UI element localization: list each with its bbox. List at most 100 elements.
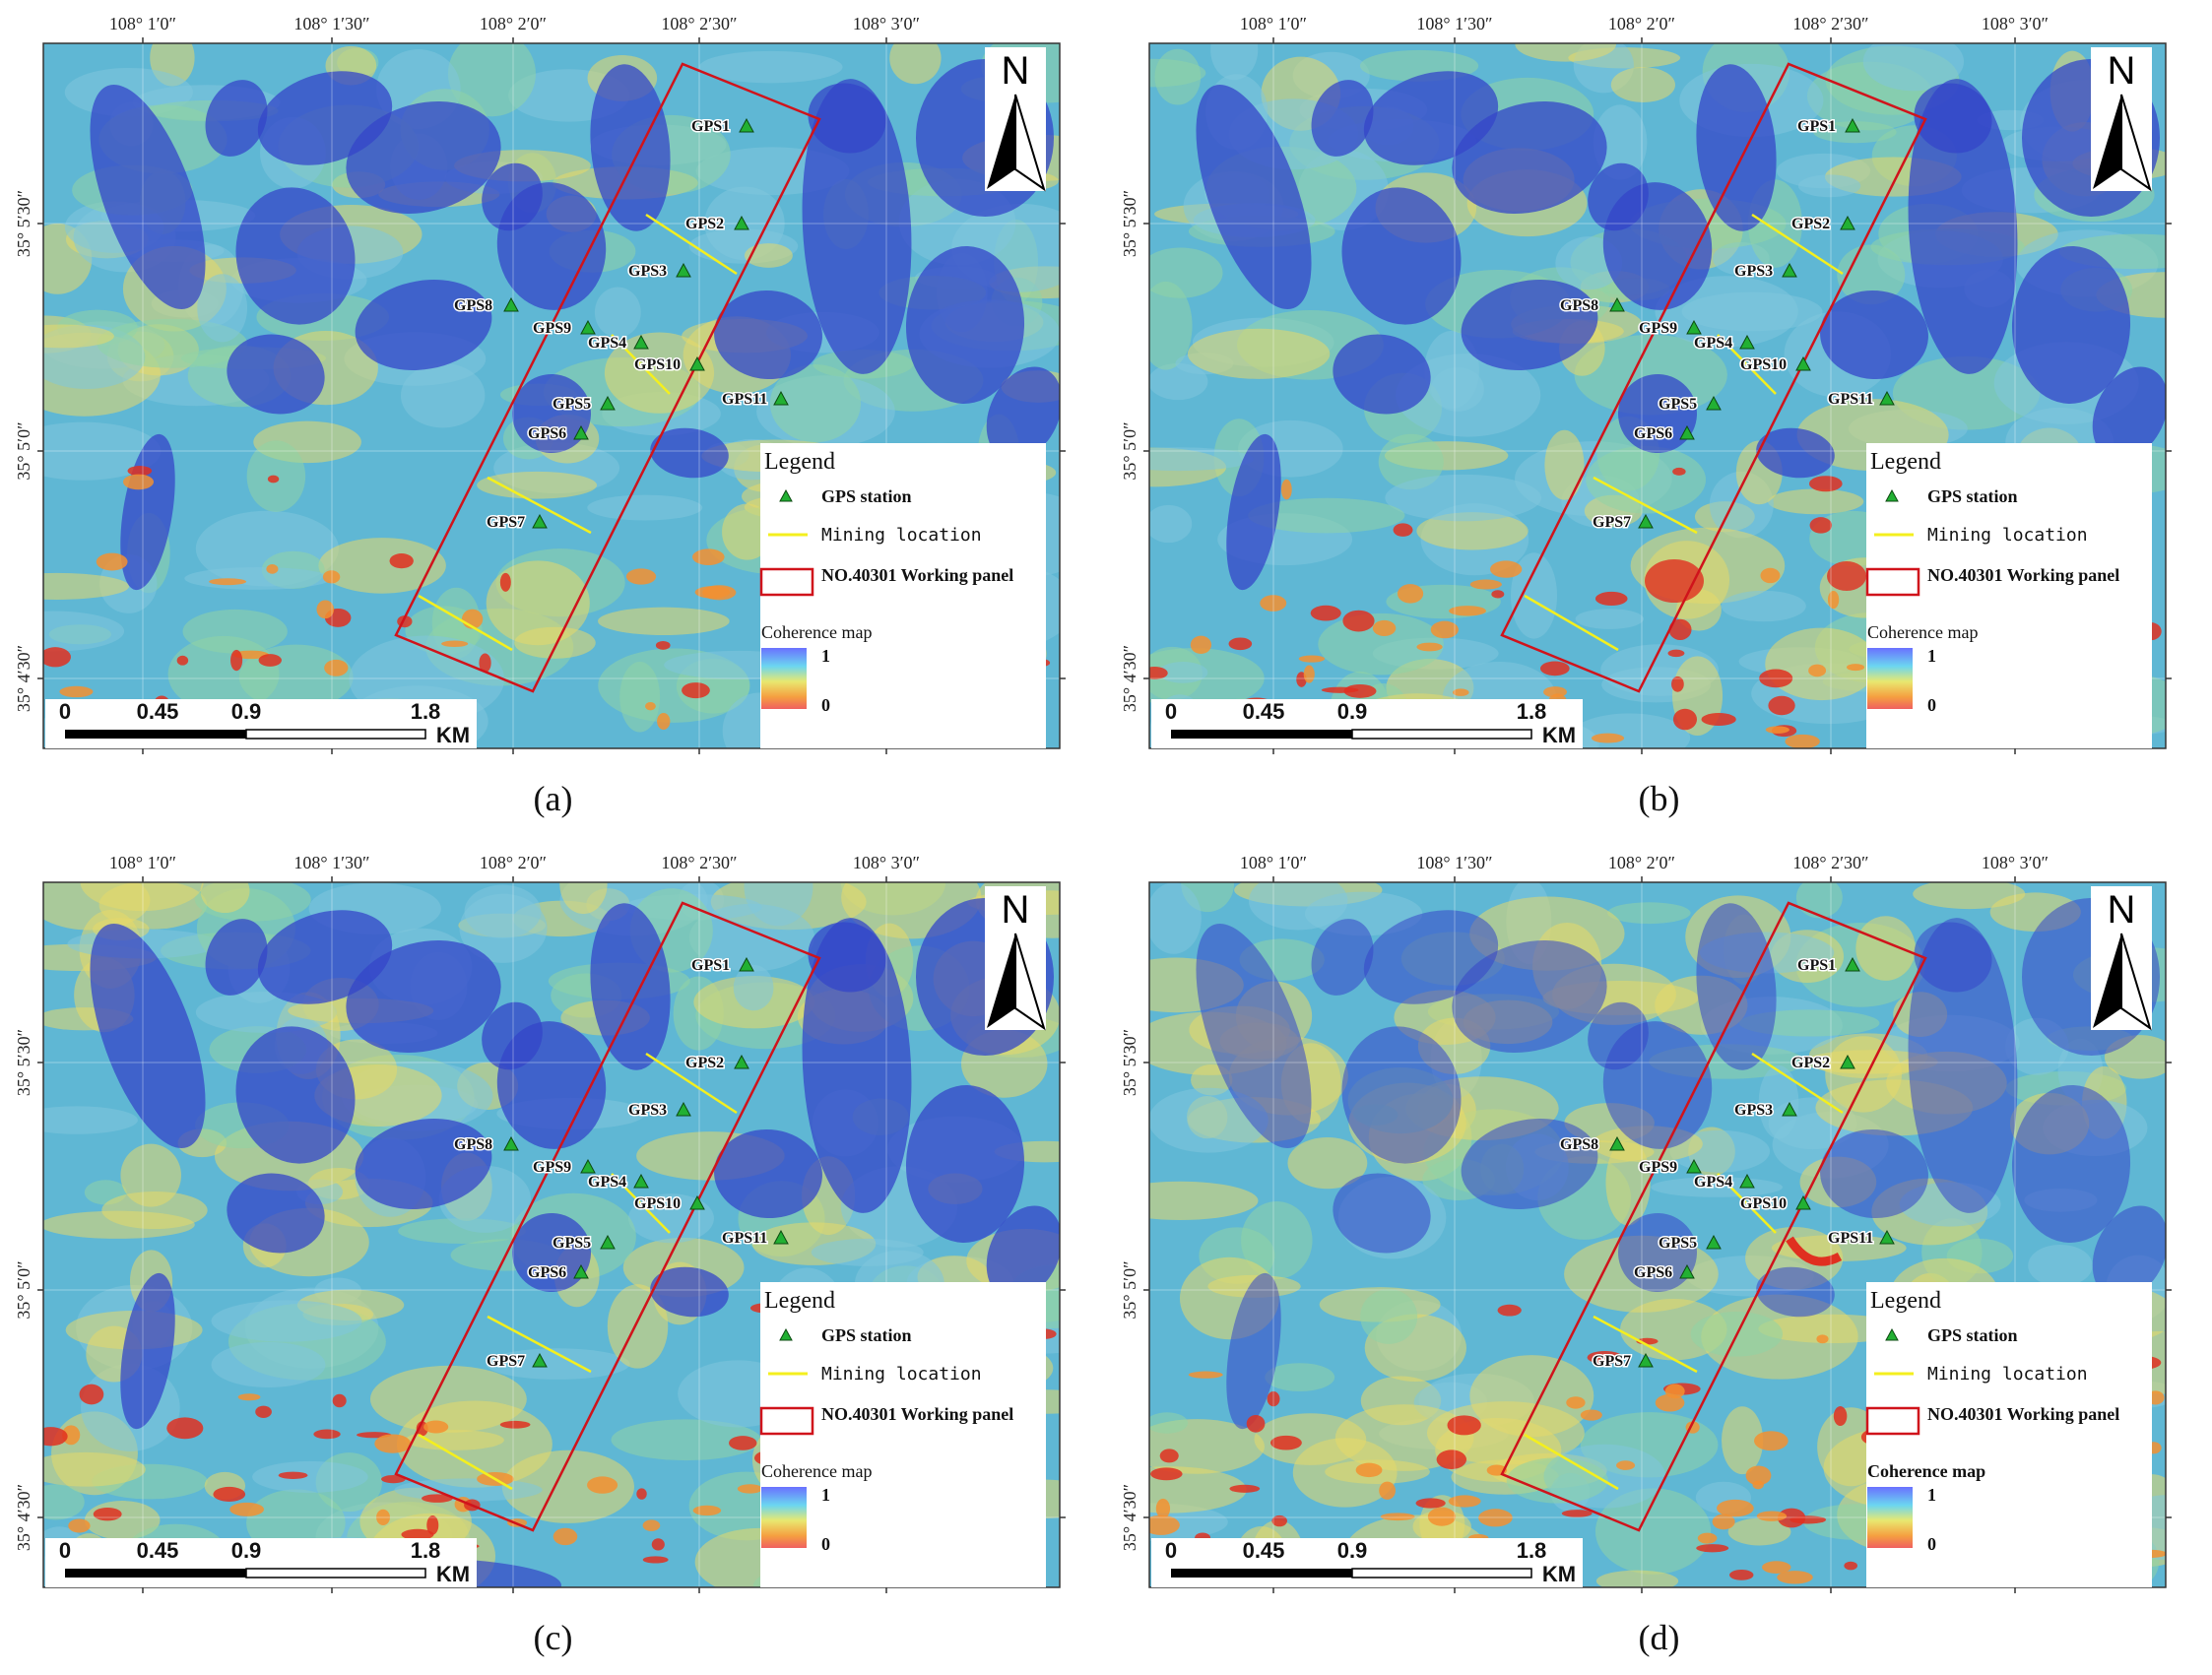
mining-location-line bbox=[1717, 334, 1777, 395]
map-frame bbox=[1148, 881, 2167, 1588]
gps-station-label: GPS3 bbox=[1734, 263, 1773, 280]
panel-caption: (a) bbox=[533, 779, 573, 818]
scale-unit: KM bbox=[1542, 723, 1576, 747]
coherence-max-label: 1 bbox=[1927, 1485, 1936, 1505]
gps-station-marker bbox=[503, 296, 519, 312]
longitude-label: 108° 2′0″ bbox=[480, 14, 547, 33]
gps-station-label: GPS11 bbox=[1828, 1230, 1873, 1247]
gps-station-marker bbox=[1609, 296, 1625, 312]
gps-station-marker bbox=[1679, 424, 1695, 440]
gps-station-marker bbox=[739, 117, 754, 133]
longitude-label: 108° 3′0″ bbox=[1982, 14, 2049, 33]
gps-station-marker bbox=[1795, 355, 1811, 371]
mining-location-line bbox=[1751, 213, 1844, 276]
gps-station-marker bbox=[1706, 1234, 1722, 1250]
gps-station-label: GPS9 bbox=[1639, 320, 1677, 337]
legend-coherence-title: Coherence map bbox=[761, 1461, 872, 1481]
scale-tick-label: 0.45 bbox=[1243, 699, 1285, 724]
working-panel-outline bbox=[1500, 901, 1927, 1532]
coherence-colorbar bbox=[1867, 1487, 1913, 1548]
scale-tick-label: 0.45 bbox=[137, 1538, 179, 1563]
gps-station-label: GPS1 bbox=[691, 957, 730, 974]
gps-station-legend-icon bbox=[779, 1327, 793, 1341]
legend-coherence-title: Coherence map bbox=[1867, 622, 1978, 642]
longitude-label: 108° 2′0″ bbox=[1608, 14, 1675, 33]
latitude-label: 35° 5′0″ bbox=[14, 1260, 33, 1319]
gps-station-marker bbox=[633, 334, 649, 350]
scale-tick-label: 0.9 bbox=[231, 1538, 262, 1563]
mining-location-line bbox=[1524, 1433, 1619, 1491]
gps-station-label: GPS10 bbox=[1740, 356, 1787, 373]
gps-station-label: GPS8 bbox=[1560, 1136, 1598, 1153]
gps-station-label: GPS9 bbox=[1639, 1159, 1677, 1176]
legend-title: Legend bbox=[1870, 449, 1941, 475]
gps-station-label: GPS7 bbox=[487, 1353, 525, 1370]
map-panel-b: 108° 1′0″ 108° 1′30″ 108° 2′0″ 108° 2′30″ 10… bbox=[1106, 0, 2212, 836]
gps-station-label: GPS1 bbox=[1797, 957, 1836, 974]
legend-mining-label: Mining location bbox=[821, 525, 982, 546]
gps-station-legend-icon bbox=[779, 488, 793, 502]
gps-station-marker bbox=[580, 319, 596, 335]
gps-station-marker bbox=[1638, 513, 1654, 529]
gps-station-marker bbox=[676, 262, 691, 278]
mining-location-line bbox=[645, 213, 738, 276]
gps-station-marker bbox=[773, 1229, 789, 1245]
gps-station-legend-icon bbox=[1885, 488, 1899, 502]
mining-location-line bbox=[418, 594, 513, 652]
gps-station-label: GPS5 bbox=[553, 396, 591, 413]
gps-station-label: GPS7 bbox=[1593, 514, 1631, 531]
scale-tick-label: 0 bbox=[59, 699, 71, 724]
legend-coherence-title: Coherence map bbox=[761, 622, 872, 642]
gps-station-label: GPS6 bbox=[528, 1264, 566, 1281]
mining-location-line bbox=[1717, 1173, 1777, 1234]
gps-station-marker bbox=[1739, 334, 1755, 350]
working-panel-outline bbox=[394, 901, 821, 1532]
mining-location-line bbox=[645, 1052, 738, 1115]
scale-bar: 0 0.45 0.9 1.8KM bbox=[1151, 699, 1583, 748]
gps-station-label: GPS10 bbox=[1740, 1195, 1787, 1212]
gps-station-legend-icon bbox=[1885, 1327, 1899, 1341]
gps-station-marker bbox=[573, 424, 589, 440]
gps-station-label: GPS4 bbox=[1694, 1174, 1732, 1191]
gps-station-marker bbox=[1795, 1194, 1811, 1210]
legend-panel-label: NO.40301 Working panel bbox=[821, 565, 1013, 585]
gps-station-label: GPS4 bbox=[1694, 335, 1732, 352]
legend: Legend GPS station Mining location NO.40301… bbox=[759, 443, 1046, 748]
gps-station-marker bbox=[580, 1158, 596, 1174]
longitude-label: 108° 2′30″ bbox=[661, 853, 737, 872]
gps-station-label: GPS10 bbox=[634, 1195, 681, 1212]
gps-station-marker bbox=[1706, 395, 1722, 411]
gps-station-label: GPS6 bbox=[1634, 425, 1672, 442]
legend-panel-label: NO.40301 Working panel bbox=[821, 1404, 1013, 1424]
scale-tick-label: 0.9 bbox=[1337, 1538, 1368, 1563]
map-frame bbox=[1148, 42, 2167, 749]
north-arrow-icon: N bbox=[985, 886, 1046, 1031]
gps-station-marker bbox=[600, 395, 616, 411]
coherence-max-label: 1 bbox=[821, 646, 830, 666]
gps-station-label: GPS2 bbox=[685, 216, 724, 232]
mining-location-line bbox=[1593, 1315, 1698, 1374]
gps-station-marker bbox=[1840, 215, 1855, 230]
scale-tick-label: 0 bbox=[59, 1538, 71, 1563]
mining-location-line bbox=[611, 1173, 671, 1234]
legend: Legend GPS station Mining location NO.40301… bbox=[759, 1282, 1046, 1587]
gps-station-label: GPS11 bbox=[1828, 391, 1873, 408]
longitude-label: 108° 3′0″ bbox=[1982, 853, 2049, 872]
gps-station-marker bbox=[1739, 1173, 1755, 1189]
gps-station-label: GPS11 bbox=[722, 391, 767, 408]
map-svg: 108° 1′0″ 108° 1′30″ 108° 2′0″ 108° 2′30″ 10… bbox=[1120, 14, 2172, 754]
scale-tick-label: 0.45 bbox=[137, 699, 179, 724]
longitude-label: 108° 1′0″ bbox=[1240, 853, 1307, 872]
legend-gps-label: GPS station bbox=[1927, 1325, 2018, 1345]
longitude-label: 108° 2′30″ bbox=[1792, 14, 1868, 33]
coherence-max-label: 1 bbox=[821, 1485, 830, 1505]
scale-tick-label: 0.45 bbox=[1243, 1538, 1285, 1563]
panel-caption: (c) bbox=[533, 1618, 573, 1657]
longitude-label: 108° 1′30″ bbox=[293, 853, 369, 872]
legend-panel-label: NO.40301 Working panel bbox=[1927, 1404, 2119, 1424]
gps-station-marker bbox=[600, 1234, 616, 1250]
latitude-label: 35° 5′0″ bbox=[14, 421, 33, 480]
map-panel-d: 108° 1′0″ 108° 1′30″ 108° 2′0″ 108° 2′30″ 10… bbox=[1106, 839, 2212, 1675]
latitude-label: 35° 4′30″ bbox=[1120, 645, 1139, 712]
latitude-label: 35° 5′30″ bbox=[14, 1029, 33, 1096]
